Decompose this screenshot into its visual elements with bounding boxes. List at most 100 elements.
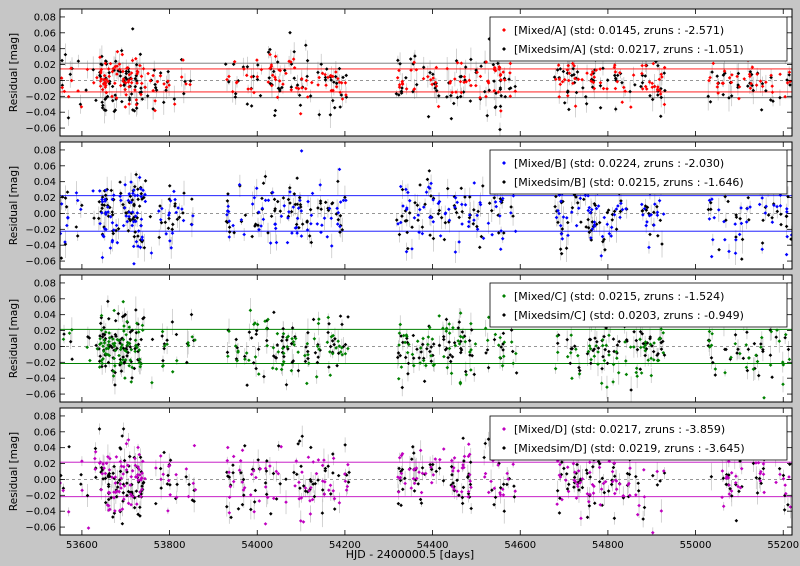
data-point <box>79 105 84 109</box>
data-point <box>101 477 105 481</box>
data-point <box>613 86 618 91</box>
data-point <box>745 330 749 335</box>
data-point <box>309 479 313 484</box>
legend-label: [Mixedsim/A] (std: 0.0217, zruns : -1.05… <box>514 43 744 56</box>
data-point <box>632 345 636 349</box>
data-point <box>742 77 747 81</box>
data-point <box>264 492 269 497</box>
data-point <box>137 348 142 352</box>
data-point <box>450 484 455 489</box>
data-point <box>168 198 173 203</box>
data-point <box>309 213 314 218</box>
data-point <box>303 86 308 91</box>
data-point <box>135 321 139 326</box>
data-point <box>661 212 666 216</box>
data-point <box>129 492 133 497</box>
data-point <box>611 337 616 341</box>
data-point <box>425 177 430 182</box>
data-point <box>657 77 662 82</box>
data-point <box>250 202 255 206</box>
data-point <box>429 359 434 363</box>
data-point <box>118 482 123 486</box>
data-point <box>587 460 592 465</box>
data-point <box>752 341 757 346</box>
data-point <box>398 322 403 327</box>
y-tick-label: 0.02 <box>34 60 56 71</box>
data-point <box>437 208 442 213</box>
data-point <box>587 504 592 508</box>
data-point <box>774 480 778 485</box>
data-point <box>460 222 464 226</box>
data-point <box>131 108 135 112</box>
data-point <box>253 355 258 359</box>
y-tick-label: 0.06 <box>34 427 56 438</box>
data-point <box>586 349 591 354</box>
data-point <box>106 67 111 71</box>
data-point <box>265 495 270 500</box>
data-point <box>709 207 713 212</box>
data-point <box>401 340 405 345</box>
data-point <box>429 215 433 219</box>
data-point <box>104 461 109 466</box>
legend-label: [Mixedsim/B] (std: 0.0215, zruns : -1.64… <box>514 176 744 189</box>
data-point <box>571 81 575 86</box>
data-point <box>138 514 142 518</box>
data-point <box>134 62 139 67</box>
data-point <box>298 486 302 490</box>
data-point <box>598 67 602 71</box>
data-point <box>310 497 315 502</box>
data-point <box>416 482 421 486</box>
data-point <box>574 347 578 352</box>
data-point <box>460 209 465 214</box>
data-point <box>660 242 664 246</box>
data-point <box>307 361 311 366</box>
data-point <box>589 357 593 362</box>
data-point <box>710 70 714 74</box>
data-point <box>127 214 131 219</box>
data-point <box>493 495 498 500</box>
data-point <box>300 86 304 90</box>
data-point <box>162 346 166 351</box>
data-point <box>602 237 606 242</box>
data-point <box>133 349 137 354</box>
data-point <box>124 92 128 97</box>
data-point <box>661 350 666 355</box>
data-point <box>298 111 303 116</box>
data-point <box>404 87 409 91</box>
data-point <box>318 201 323 206</box>
data-point <box>257 227 261 232</box>
data-point <box>236 79 241 83</box>
y-tick-label: 0.08 <box>34 411 56 422</box>
data-point <box>721 476 726 481</box>
data-point <box>120 52 125 57</box>
data-point <box>161 472 166 477</box>
data-point <box>136 234 140 238</box>
data-point <box>121 223 126 228</box>
data-point <box>596 350 600 354</box>
data-point <box>111 337 115 341</box>
data-point <box>296 442 300 446</box>
data-point <box>276 86 281 91</box>
data-point <box>785 81 790 85</box>
data-point <box>627 481 631 486</box>
data-point <box>118 360 123 365</box>
data-point <box>190 197 194 201</box>
data-point <box>614 207 619 211</box>
data-point <box>102 73 107 78</box>
data-point <box>724 482 729 487</box>
data-point <box>469 348 473 352</box>
data-point <box>777 466 782 471</box>
data-point <box>498 196 503 201</box>
data-point <box>663 88 667 93</box>
data-point <box>418 497 423 502</box>
data-point <box>659 509 664 513</box>
data-point <box>140 471 144 475</box>
data-point <box>568 350 573 355</box>
data-point <box>166 69 170 74</box>
data-point <box>728 486 732 491</box>
data-point <box>110 210 115 214</box>
data-point <box>292 49 297 54</box>
data-point <box>559 251 564 256</box>
data-point <box>299 209 304 213</box>
data-point <box>224 219 229 224</box>
